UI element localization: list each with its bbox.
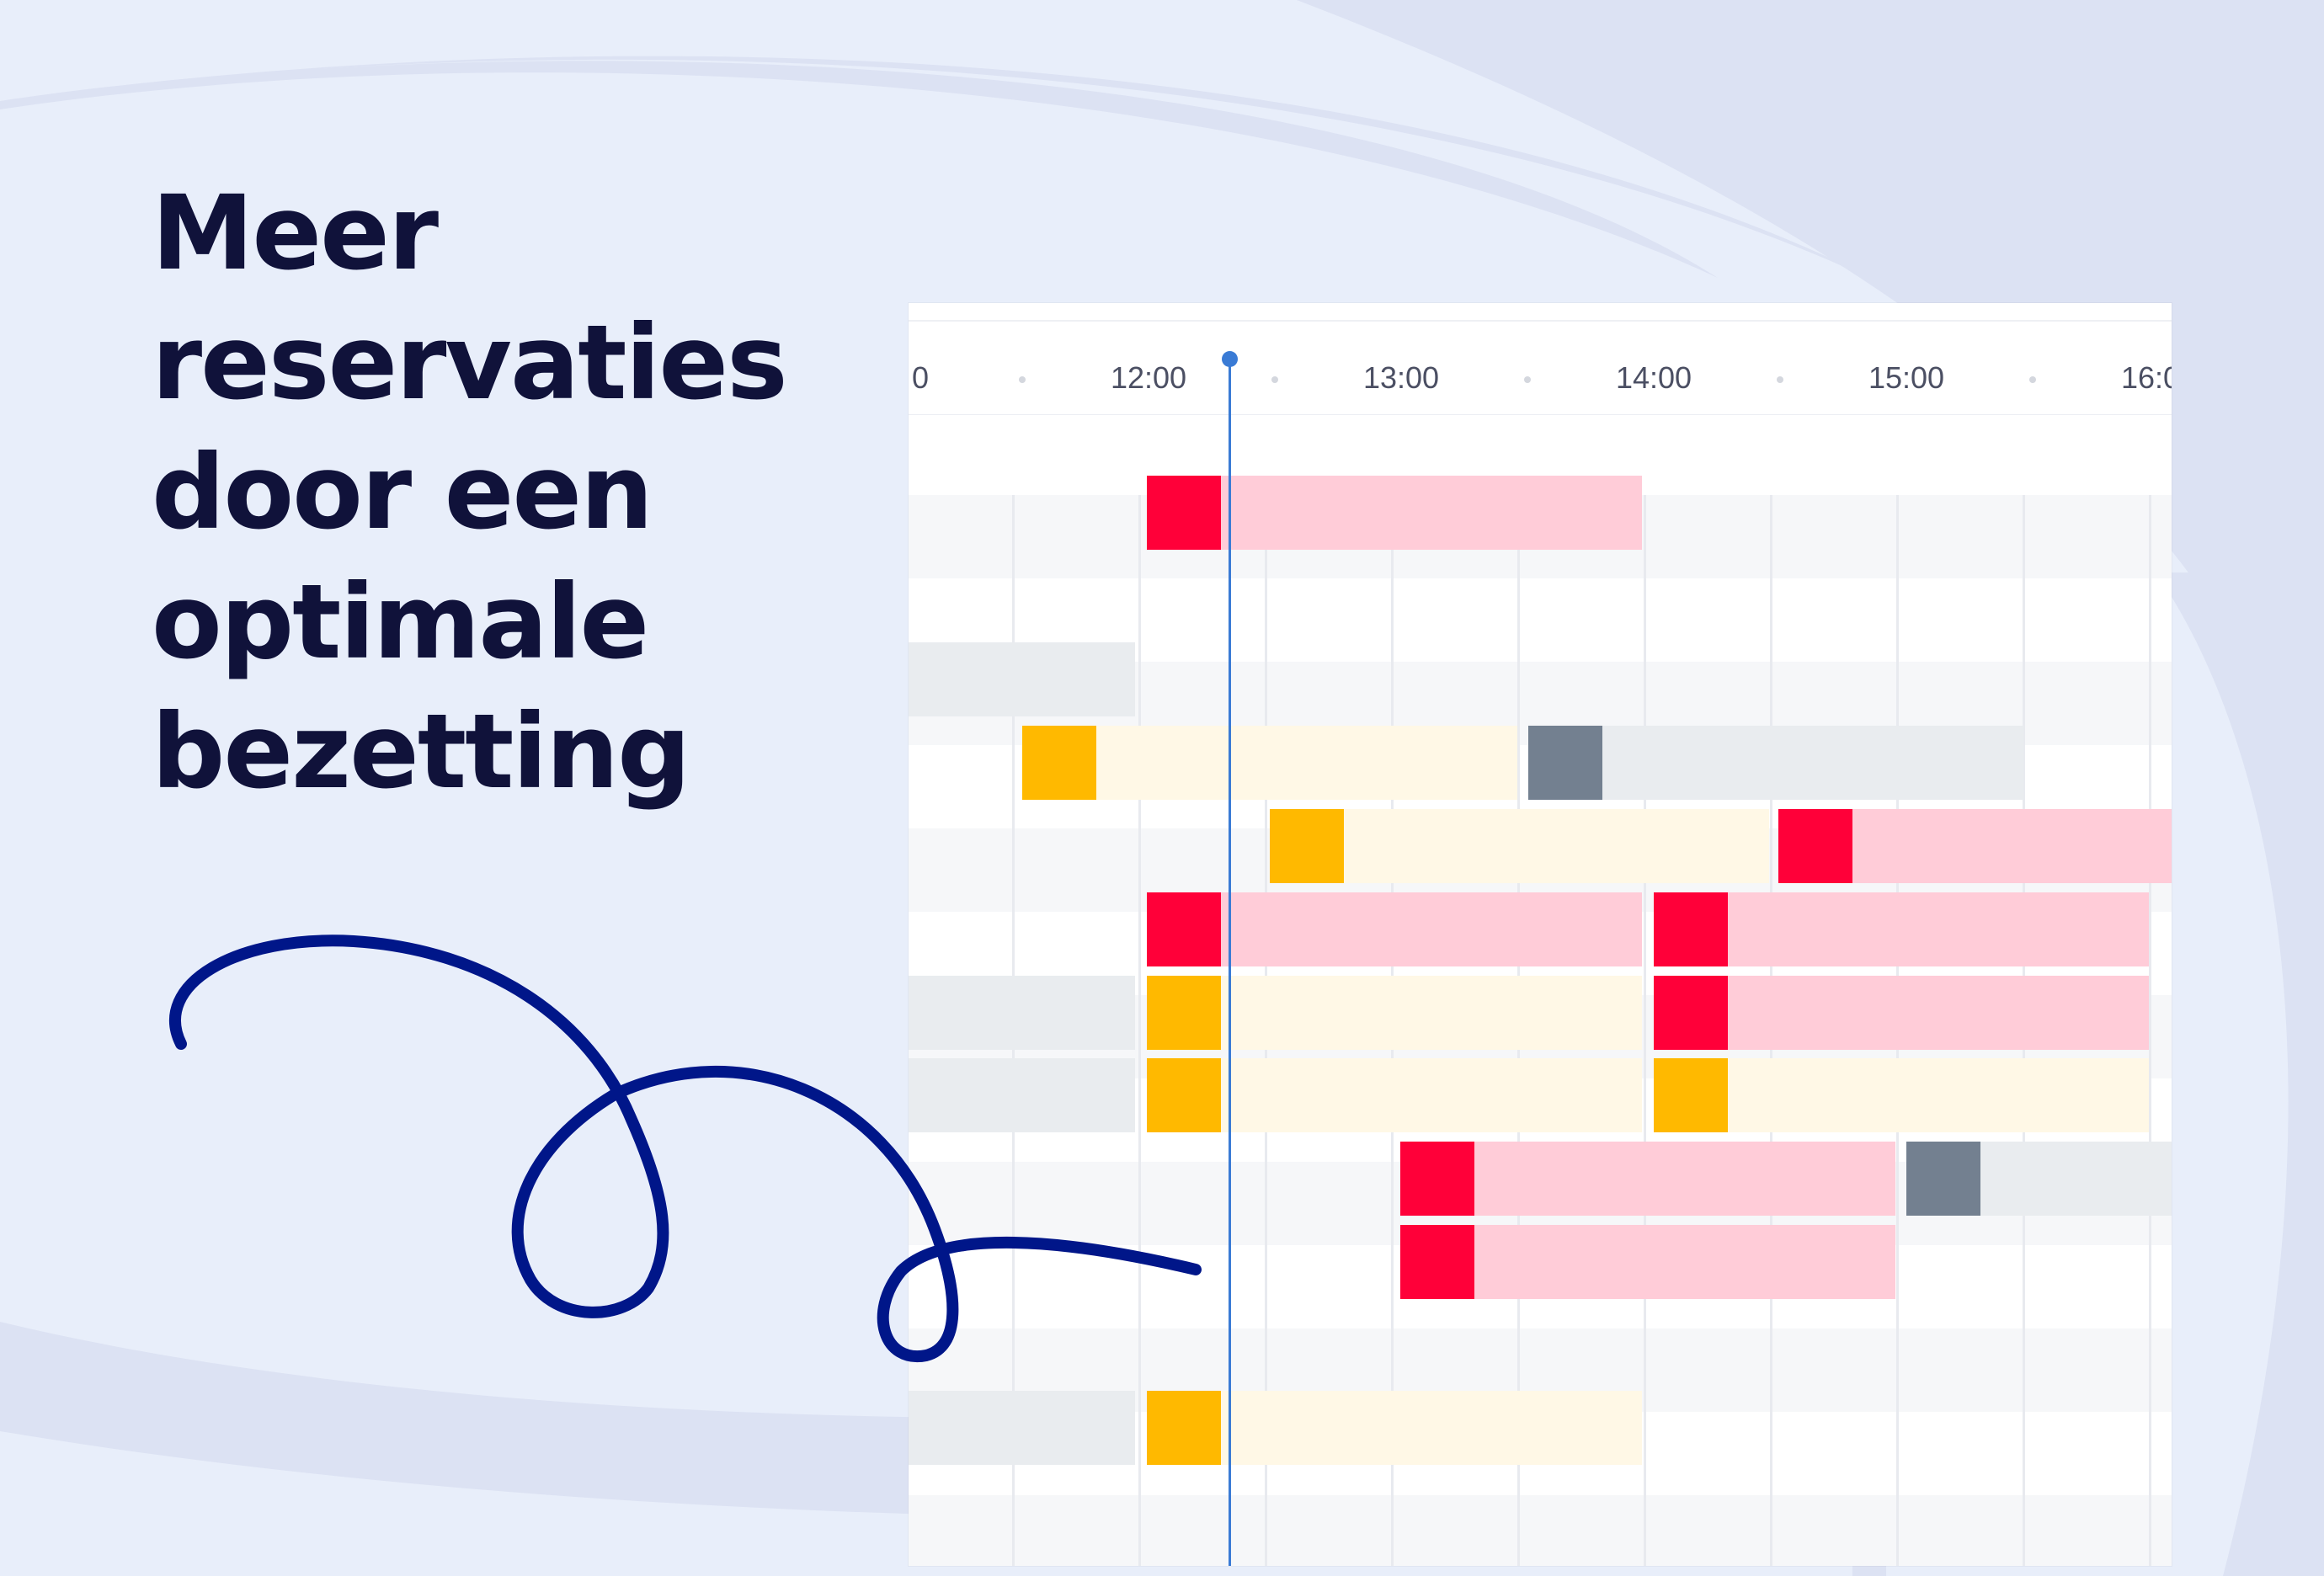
half-hour-marker	[1019, 376, 1026, 383]
reservation-start[interactable]	[1400, 1142, 1474, 1216]
reservation[interactable]	[1221, 1058, 1642, 1132]
headline-line-3: door een	[152, 433, 653, 552]
current-time-line	[1229, 355, 1231, 1566]
table-row	[909, 1495, 2172, 1566]
grid-line	[1644, 495, 1646, 1566]
reservation[interactable]	[1221, 476, 1642, 550]
reservation-start[interactable]	[1147, 1058, 1221, 1132]
headline-line-5: bezetting	[152, 692, 690, 812]
half-hour-marker	[1271, 376, 1278, 383]
reservation-start[interactable]	[1400, 1225, 1474, 1299]
half-hour-marker	[2029, 376, 2036, 383]
reservation-start[interactable]	[1654, 892, 1728, 966]
time-label: 15:00	[1868, 360, 1945, 395]
reservation-start[interactable]	[1270, 809, 1344, 883]
reservation[interactable]	[1474, 1225, 1895, 1299]
current-time-marker	[1222, 351, 1238, 367]
time-axis-header: 0 12:00 13:00 14:00 15:00 16:0	[909, 320, 2172, 417]
time-label: 16:0	[2121, 360, 2172, 395]
reservation[interactable]	[1728, 976, 2149, 1050]
headline-line-4: optimale	[152, 562, 649, 682]
reservation[interactable]	[1221, 976, 1642, 1050]
reservation-start[interactable]	[1654, 976, 1728, 1050]
reservation[interactable]	[1980, 1142, 2172, 1216]
reservation[interactable]	[909, 1391, 1135, 1465]
headline-line-1: Meer	[152, 173, 439, 293]
reservation-start[interactable]	[1147, 892, 1221, 966]
reservation[interactable]	[909, 642, 1135, 716]
time-label: 13:00	[1362, 360, 1440, 395]
reservation-start[interactable]	[1778, 809, 1852, 883]
reservation-start[interactable]	[1147, 976, 1221, 1050]
headline-line-2: reservaties	[152, 303, 788, 423]
reservation[interactable]	[1221, 892, 1642, 966]
reservation-start[interactable]	[1147, 1391, 1221, 1465]
reservation[interactable]	[1221, 1391, 1642, 1465]
reservation[interactable]	[1728, 1058, 2149, 1132]
reservation[interactable]	[909, 976, 1135, 1050]
reservation-start[interactable]	[1654, 1058, 1728, 1132]
reservation[interactable]	[1474, 1142, 1895, 1216]
time-label: 14:00	[1615, 360, 1692, 395]
reservation[interactable]	[1602, 726, 2023, 800]
reservation[interactable]	[1728, 892, 2149, 966]
reservation-start[interactable]	[1528, 726, 1602, 800]
headline: Meer reservaties door een optimale bezet…	[152, 168, 788, 817]
grid-line	[1138, 495, 1141, 1566]
grid-line	[2149, 495, 2151, 1566]
reservation[interactable]	[1096, 726, 1517, 800]
reservation[interactable]	[909, 1058, 1135, 1132]
half-hour-marker	[1524, 376, 1531, 383]
time-label: 12:00	[1110, 360, 1187, 395]
half-hour-marker	[1777, 376, 1783, 383]
time-label: 0	[912, 360, 930, 395]
reservation-scheduler: 0 12:00 13:00 14:00 15:00 16:0	[909, 303, 2172, 1566]
reservation-start[interactable]	[1906, 1142, 1980, 1216]
reservation-start[interactable]	[1022, 726, 1096, 800]
reservation-start[interactable]	[1147, 476, 1221, 550]
reservation[interactable]	[1344, 809, 1769, 883]
reservation[interactable]	[1852, 809, 2172, 883]
